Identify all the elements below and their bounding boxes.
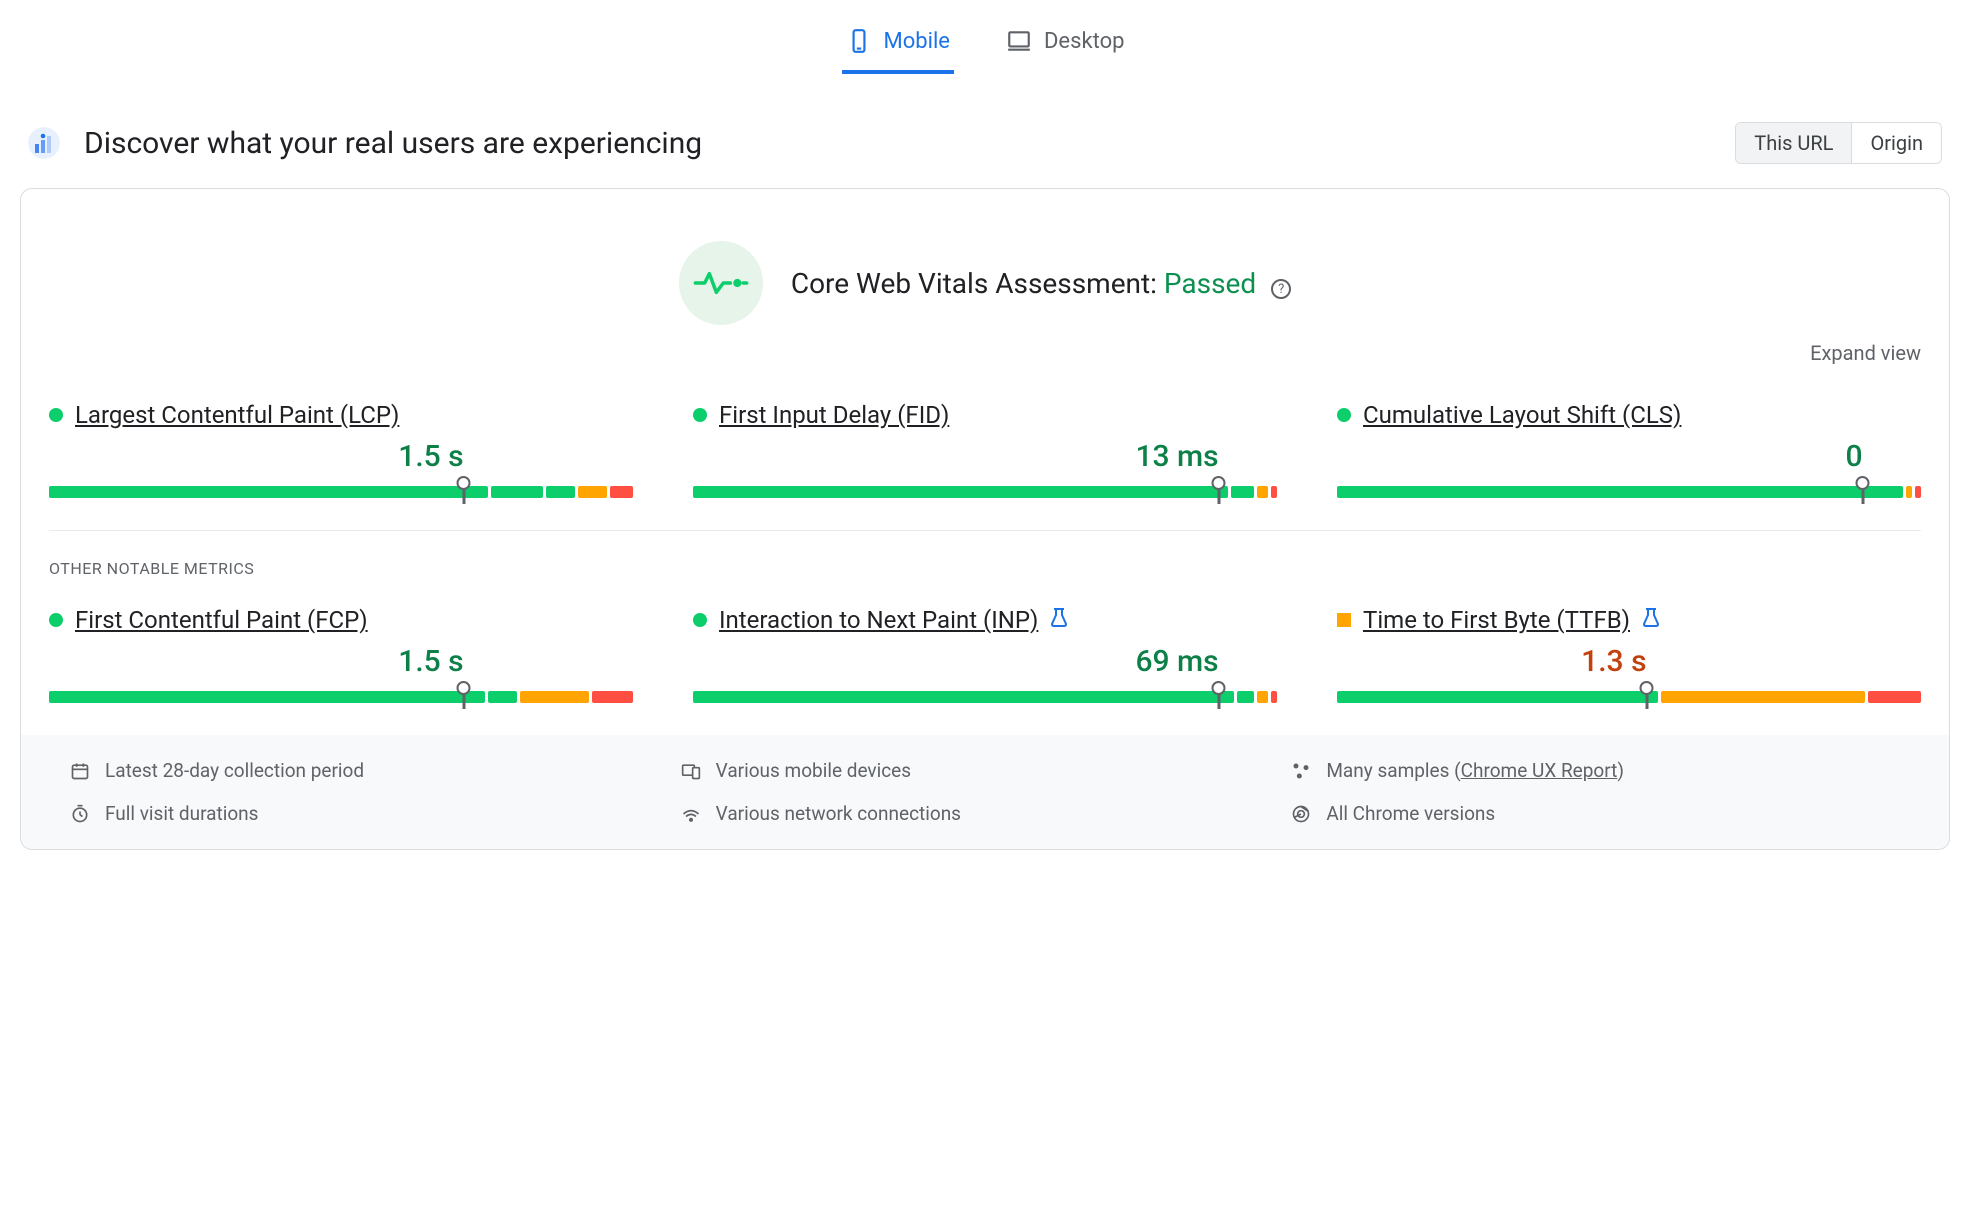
other-metrics-label: OTHER NOTABLE METRICS bbox=[49, 559, 1921, 578]
devices-icon bbox=[680, 760, 702, 782]
metric-bar bbox=[693, 691, 1277, 703]
metric-bar bbox=[693, 486, 1277, 498]
footer-text: Various mobile devices bbox=[716, 759, 911, 782]
assessment-label: Core Web Vitals Assessment: bbox=[791, 267, 1157, 300]
assessment-row: Core Web Vitals Assessment: Passed ? bbox=[49, 241, 1921, 325]
expand-view-link[interactable]: Expand view bbox=[49, 341, 1921, 365]
network-icon bbox=[680, 803, 702, 825]
metric-bar bbox=[49, 691, 633, 703]
metric-name-link[interactable]: First Input Delay (FID) bbox=[719, 401, 949, 429]
header-row: Discover what your real users are experi… bbox=[20, 122, 1950, 164]
header-left: Discover what your real users are experi… bbox=[28, 126, 702, 161]
footer-item-network: Various network connections bbox=[680, 802, 1291, 825]
status-indicator bbox=[1337, 408, 1351, 422]
footer-text: Many samples (Chrome UX Report) bbox=[1326, 759, 1624, 782]
metric-bar bbox=[1337, 691, 1921, 703]
desktop-icon bbox=[1006, 28, 1032, 54]
experimental-icon[interactable] bbox=[1050, 607, 1068, 633]
assessment-pulse-icon bbox=[679, 241, 763, 325]
chrome-icon bbox=[1290, 803, 1312, 825]
scope-toggle: This URL Origin bbox=[1735, 122, 1942, 164]
metric-value: 13 ms bbox=[693, 439, 1219, 474]
footer-item-chrome: All Chrome versions bbox=[1290, 802, 1901, 825]
metric-marker bbox=[1861, 480, 1864, 504]
page-title: Discover what your real users are experi… bbox=[84, 126, 702, 161]
metric-marker bbox=[462, 480, 465, 504]
assessment-text: Core Web Vitals Assessment: Passed ? bbox=[791, 267, 1291, 300]
metric-lcp: Largest Contentful Paint (LCP) 1.5 s bbox=[49, 401, 633, 498]
status-indicator bbox=[693, 408, 707, 422]
metric-bar bbox=[1337, 486, 1921, 498]
footer-item-devices: Various mobile devices bbox=[680, 759, 1291, 782]
toggle-this-url[interactable]: This URL bbox=[1736, 123, 1851, 163]
metric-cls: Cumulative Layout Shift (CLS) 0 bbox=[1337, 401, 1921, 498]
footer-text: Various network connections bbox=[716, 802, 961, 825]
status-indicator bbox=[49, 408, 63, 422]
metric-marker bbox=[1645, 685, 1648, 709]
tab-mobile[interactable]: Mobile bbox=[842, 20, 954, 74]
assessment-status: Passed bbox=[1164, 267, 1256, 300]
metric-ttfb: Time to First Byte (TTFB) 1.3 s bbox=[1337, 606, 1921, 703]
tab-label: Desktop bbox=[1044, 29, 1125, 54]
core-metrics-grid: Largest Contentful Paint (LCP) 1.5 s Fir… bbox=[49, 401, 1921, 498]
status-indicator bbox=[1337, 613, 1351, 627]
experimental-icon[interactable] bbox=[1642, 607, 1660, 633]
tab-desktop[interactable]: Desktop bbox=[1002, 20, 1129, 74]
footer-text: Latest 28-day collection period bbox=[105, 759, 364, 782]
status-indicator bbox=[693, 613, 707, 627]
metric-name-link[interactable]: Interaction to Next Paint (INP) bbox=[719, 606, 1038, 634]
metric-inp: Interaction to Next Paint (INP) 69 ms bbox=[693, 606, 1277, 703]
timer-icon bbox=[69, 803, 91, 825]
metric-value: 1.5 s bbox=[49, 644, 464, 679]
metric-value: 69 ms bbox=[693, 644, 1219, 679]
metric-value: 1.3 s bbox=[1337, 644, 1647, 679]
footer-item-calendar: Latest 28-day collection period bbox=[69, 759, 680, 782]
footer-text: Full visit durations bbox=[105, 802, 258, 825]
metric-value: 0 bbox=[1337, 439, 1863, 474]
metric-marker bbox=[1217, 480, 1220, 504]
metric-name-link[interactable]: First Contentful Paint (FCP) bbox=[75, 606, 368, 634]
metric-fid: First Input Delay (FID) 13 ms bbox=[693, 401, 1277, 498]
metric-marker bbox=[1217, 685, 1220, 709]
metric-marker bbox=[462, 685, 465, 709]
metric-fcp: First Contentful Paint (FCP) 1.5 s bbox=[49, 606, 633, 703]
divider bbox=[49, 530, 1921, 531]
footer-item-samples: Many samples (Chrome UX Report) bbox=[1290, 759, 1901, 782]
vitals-card: Core Web Vitals Assessment: Passed ? Exp… bbox=[20, 188, 1950, 850]
status-indicator bbox=[49, 613, 63, 627]
card-footer: Latest 28-day collection period Various … bbox=[21, 735, 1949, 849]
calendar-icon bbox=[69, 760, 91, 782]
footer-text: All Chrome versions bbox=[1326, 802, 1495, 825]
metric-bar bbox=[49, 486, 633, 498]
samples-icon bbox=[1290, 760, 1312, 782]
help-icon[interactable]: ? bbox=[1271, 279, 1291, 299]
other-metrics-grid: First Contentful Paint (FCP) 1.5 s Inter… bbox=[49, 606, 1921, 703]
crux-icon bbox=[28, 127, 60, 159]
tab-label: Mobile bbox=[884, 29, 950, 54]
device-tabs: Mobile Desktop bbox=[20, 20, 1950, 74]
footer-item-timer: Full visit durations bbox=[69, 802, 680, 825]
toggle-origin[interactable]: Origin bbox=[1851, 123, 1941, 163]
metric-name-link[interactable]: Largest Contentful Paint (LCP) bbox=[75, 401, 399, 429]
metric-name-link[interactable]: Cumulative Layout Shift (CLS) bbox=[1363, 401, 1681, 429]
metric-value: 1.5 s bbox=[49, 439, 464, 474]
metric-name-link[interactable]: Time to First Byte (TTFB) bbox=[1363, 606, 1630, 634]
mobile-icon bbox=[846, 28, 872, 54]
footer-link[interactable]: Chrome UX Report bbox=[1461, 759, 1618, 782]
